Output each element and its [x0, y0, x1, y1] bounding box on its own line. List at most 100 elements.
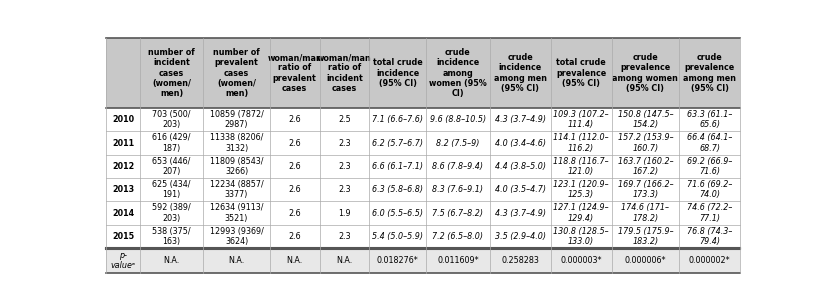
Text: 2.6: 2.6 — [288, 185, 301, 194]
Bar — [140, 38, 203, 108]
Bar — [679, 38, 740, 108]
Text: 0.018276*: 0.018276* — [377, 256, 419, 265]
Bar — [551, 248, 611, 273]
Text: 2015: 2015 — [112, 232, 134, 241]
Bar — [679, 248, 740, 273]
Text: 74.6 (72.2–
77.1): 74.6 (72.2– 77.1) — [687, 203, 733, 223]
Bar — [551, 155, 611, 178]
Text: 4.0 (3.4–4.6): 4.0 (3.4–4.6) — [495, 139, 546, 148]
Bar — [426, 155, 490, 178]
Bar — [203, 132, 270, 155]
Bar — [611, 248, 679, 273]
Bar — [426, 201, 490, 225]
Bar — [270, 225, 320, 248]
Text: 2.6: 2.6 — [288, 209, 301, 217]
Text: 157.2 (153.9–
160.7): 157.2 (153.9– 160.7) — [618, 133, 673, 153]
Bar — [320, 132, 369, 155]
Text: number of
prevalent
cases
(women/
men): number of prevalent cases (women/ men) — [213, 48, 260, 99]
Bar — [320, 201, 369, 225]
Bar — [490, 225, 551, 248]
Bar — [203, 178, 270, 201]
Bar — [369, 201, 426, 225]
Text: N.A.: N.A. — [287, 256, 303, 265]
Text: 6.0 (5.5–6.5): 6.0 (5.5–6.5) — [373, 209, 423, 217]
Bar — [426, 225, 490, 248]
Bar — [369, 225, 426, 248]
Bar — [679, 155, 740, 178]
Bar — [140, 108, 203, 132]
Bar — [203, 38, 270, 108]
Text: 12234 (8857/
3377): 12234 (8857/ 3377) — [210, 180, 263, 200]
Text: 109.3 (107.2–
111.4): 109.3 (107.2– 111.4) — [553, 110, 609, 129]
Bar — [320, 225, 369, 248]
Text: 0.000006*: 0.000006* — [624, 256, 667, 265]
Text: 0.011609*: 0.011609* — [437, 256, 479, 265]
Text: 130.8 (128.5–
133.0): 130.8 (128.5– 133.0) — [553, 227, 609, 246]
Text: 2.3: 2.3 — [338, 232, 351, 241]
Text: crude
incidence
among men
(95% CI): crude incidence among men (95% CI) — [494, 53, 547, 93]
Text: N.A.: N.A. — [229, 256, 244, 265]
Text: 6.3 (5.8–6.8): 6.3 (5.8–6.8) — [373, 185, 423, 194]
Text: 6.2 (5.7–6.7): 6.2 (5.7–6.7) — [373, 139, 423, 148]
Bar — [679, 225, 740, 248]
Text: woman/man
ratio of
prevalent
cases: woman/man ratio of prevalent cases — [268, 53, 322, 93]
Bar — [611, 225, 679, 248]
Bar — [107, 178, 140, 201]
Bar — [140, 178, 203, 201]
Text: total crude
prevalence
(95% CI): total crude prevalence (95% CI) — [556, 58, 606, 88]
Text: 179.5 (175.9–
183.2): 179.5 (175.9– 183.2) — [618, 227, 673, 246]
Bar — [611, 132, 679, 155]
Text: 4.4 (3.8–5.0): 4.4 (3.8–5.0) — [495, 162, 546, 171]
Bar — [369, 178, 426, 201]
Bar — [611, 108, 679, 132]
Bar — [551, 201, 611, 225]
Text: 63.3 (61.1–
65.6): 63.3 (61.1– 65.6) — [687, 110, 733, 129]
Bar — [320, 108, 369, 132]
Text: 2010: 2010 — [112, 115, 134, 124]
Text: 4.3 (3.7–4.9): 4.3 (3.7–4.9) — [495, 115, 546, 124]
Bar — [270, 132, 320, 155]
Text: N.A.: N.A. — [164, 256, 180, 265]
Bar — [320, 155, 369, 178]
Text: 11338 (8206/
3132): 11338 (8206/ 3132) — [210, 133, 263, 153]
Text: woman/man
ratio of
incident
cases: woman/man ratio of incident cases — [317, 53, 372, 93]
Text: 10859 (7872/
2987): 10859 (7872/ 2987) — [210, 110, 263, 129]
Bar — [551, 132, 611, 155]
Bar — [140, 201, 203, 225]
Bar — [679, 108, 740, 132]
Text: 66.4 (64.1–
68.7): 66.4 (64.1– 68.7) — [687, 133, 733, 153]
Text: 9.6 (8.8–10.5): 9.6 (8.8–10.5) — [430, 115, 486, 124]
Text: crude
prevalence
among women
(95% CI): crude prevalence among women (95% CI) — [613, 53, 678, 93]
Bar — [369, 248, 426, 273]
Bar — [107, 155, 140, 178]
Text: 8.2 (7.5–9): 8.2 (7.5–9) — [436, 139, 480, 148]
Text: 1.9: 1.9 — [338, 209, 351, 217]
Text: number of
incident
cases
(women/
men): number of incident cases (women/ men) — [148, 48, 195, 99]
Bar — [490, 155, 551, 178]
Text: 2.6: 2.6 — [288, 232, 301, 241]
Bar — [679, 178, 740, 201]
Text: crude
prevalence
among men
(95% CI): crude prevalence among men (95% CI) — [683, 53, 736, 93]
Bar — [203, 225, 270, 248]
Text: crude
incidence
among
women (95%
CI): crude incidence among women (95% CI) — [429, 48, 487, 99]
Text: 76.8 (74.3–
79.4): 76.8 (74.3– 79.4) — [687, 227, 733, 246]
Text: 2.6: 2.6 — [288, 115, 301, 124]
Bar — [270, 155, 320, 178]
Bar — [490, 108, 551, 132]
Bar — [140, 225, 203, 248]
Text: 150.8 (147.5–
154.2): 150.8 (147.5– 154.2) — [618, 110, 673, 129]
Bar — [203, 108, 270, 132]
Bar — [426, 132, 490, 155]
Bar — [203, 201, 270, 225]
Text: 71.6 (69.2–
74.0): 71.6 (69.2– 74.0) — [687, 180, 733, 200]
Bar — [320, 178, 369, 201]
Bar — [551, 225, 611, 248]
Bar — [551, 38, 611, 108]
Text: 4.3 (3.7–4.9): 4.3 (3.7–4.9) — [495, 209, 546, 217]
Bar — [270, 38, 320, 108]
Text: 7.1 (6.6–7.6): 7.1 (6.6–7.6) — [373, 115, 423, 124]
Text: 8.6 (7.8–9.4): 8.6 (7.8–9.4) — [433, 162, 483, 171]
Text: 3.5 (2.9–4.0): 3.5 (2.9–4.0) — [495, 232, 546, 241]
Bar — [426, 248, 490, 273]
Bar — [679, 201, 740, 225]
